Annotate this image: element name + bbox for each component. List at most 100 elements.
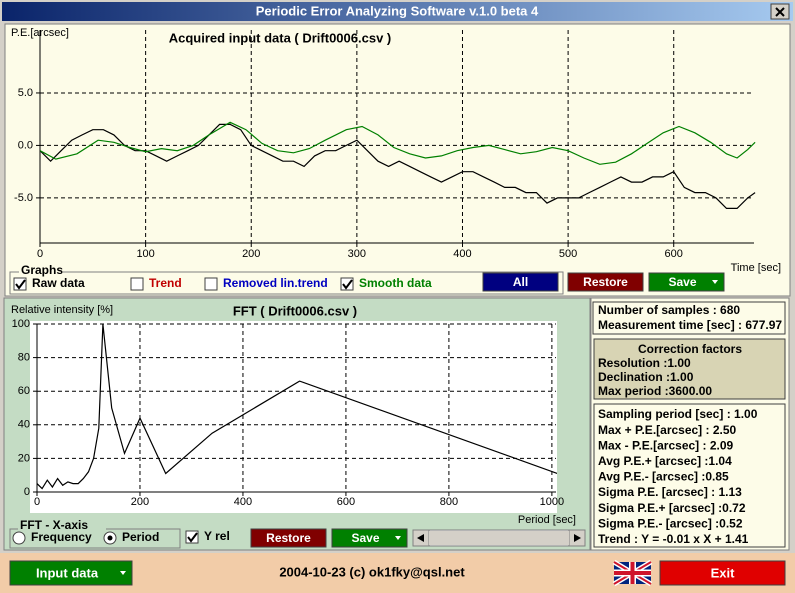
summary-box xyxy=(592,301,786,335)
y-rel-label: Y rel xyxy=(204,529,230,543)
dropdown-arrow xyxy=(120,571,126,575)
details-box xyxy=(593,403,786,548)
stat-line: Sigma P.E. [arcsec] : 1.13 xyxy=(598,485,742,499)
y-tick-label: 60 xyxy=(18,385,30,397)
group-label-bg xyxy=(18,522,106,532)
y-tick-label: 0.0 xyxy=(18,139,33,151)
button[interactable]: Exit xyxy=(659,560,786,586)
x-tick-label: 600 xyxy=(337,496,355,508)
close-button[interactable] xyxy=(770,3,790,20)
raw-data-chart: Acquired input data ( Drift0006.csv )P.E… xyxy=(11,27,781,274)
credit: 2004-10-23 (c) ok1fky@qsl.net xyxy=(279,564,465,579)
x-tick-label: 800 xyxy=(440,496,458,508)
language-flag[interactable] xyxy=(612,559,653,587)
chart-title: Acquired input data ( Drift0006.csv ) xyxy=(169,30,392,45)
stat-line: Trend : Y = -0.01 x X + 1.41 xyxy=(598,532,749,546)
button-face xyxy=(250,528,327,548)
button-face xyxy=(648,272,725,292)
checkbox[interactable]: Smooth data xyxy=(340,276,432,291)
button-face xyxy=(567,272,644,292)
checkbox-box xyxy=(204,277,218,291)
correction-box xyxy=(593,338,786,400)
button-label: Restore xyxy=(583,275,628,289)
button-label: All xyxy=(513,275,528,289)
y-tick-label: 40 xyxy=(18,419,30,431)
fft-axis-title: FFT - X-axis xyxy=(20,518,88,532)
dropdown-arrow xyxy=(395,536,401,540)
checkbox[interactable]: Removed lin.trend xyxy=(204,276,328,291)
button[interactable]: Save xyxy=(331,528,408,548)
button-label: Exit xyxy=(711,565,736,580)
button[interactable]: All xyxy=(482,272,559,292)
stat-line: Avg P.E.+ [arcsec] :1.04 xyxy=(598,454,732,468)
group-label-bg xyxy=(19,266,63,276)
stat-line: Measurement time [sec] : 677.97 xyxy=(598,318,782,332)
window-title: Periodic Error Analyzing Software v.1.0 … xyxy=(256,3,539,18)
button-face xyxy=(482,272,559,292)
x-axis-label: Time [sec] xyxy=(731,262,781,274)
button[interactable]: Input data xyxy=(9,560,133,586)
check-mark xyxy=(342,279,353,290)
y-tick-label: 20 xyxy=(18,452,30,464)
stat-line: Max + P.E.[arcsec] : 2.50 xyxy=(598,423,737,437)
button-face xyxy=(9,560,133,586)
graphs-title: Graphs xyxy=(21,263,63,277)
button[interactable]: Restore xyxy=(567,272,644,292)
button-face xyxy=(659,560,786,586)
y-tick-label: 80 xyxy=(18,352,30,364)
checkbox-label: Trend xyxy=(149,276,182,290)
x-tick-label: 100 xyxy=(136,248,154,260)
series-line xyxy=(40,123,756,209)
checkbox-box xyxy=(340,277,354,291)
x-tick-label: 400 xyxy=(453,248,471,260)
x-tick-label: 200 xyxy=(242,248,260,260)
radio-label: Period xyxy=(122,530,159,544)
radio-button[interactable]: Period xyxy=(103,530,159,545)
stat-line: Declination :1.00 xyxy=(598,370,694,384)
checkbox[interactable]: Trend xyxy=(130,276,182,291)
button-label: Save xyxy=(351,531,379,545)
y-axis-label: Relative intensity [%] xyxy=(11,304,113,316)
button-label: Input data xyxy=(36,565,99,580)
stat-line: Max - P.E.[arcsec] : 2.09 xyxy=(598,438,734,452)
x-tick-label: 300 xyxy=(348,248,366,260)
button-face xyxy=(331,528,408,548)
radio-label: Frequency xyxy=(31,530,92,544)
title-bar xyxy=(2,2,793,21)
x-tick-label: 200 xyxy=(131,496,149,508)
radio-circle xyxy=(12,531,26,545)
check-mark xyxy=(15,279,26,290)
series-line xyxy=(40,121,756,165)
chart-title: FFT ( Drift0006.csv ) xyxy=(233,303,357,318)
graphs-group xyxy=(9,271,564,295)
y-tick-label: 0 xyxy=(24,486,30,498)
button[interactable]: Save xyxy=(648,272,725,292)
checkbox[interactable]: Raw data xyxy=(13,276,85,291)
stat-line: Number of samples : 680 xyxy=(598,303,740,317)
correction-title: Correction factors xyxy=(638,342,742,356)
y-tick-label: -5.0 xyxy=(14,192,33,204)
x-axis-label: Period [sec] xyxy=(518,514,576,526)
checkbox-box xyxy=(130,277,144,291)
button-label: Save xyxy=(668,275,696,289)
checkbox-label: Removed lin.trend xyxy=(223,276,328,290)
stat-line: Resolution :1.00 xyxy=(598,356,691,370)
stat-line: Max period :3600.00 xyxy=(598,384,712,398)
fft-chart: FFT ( Drift0006.csv ) Relative intensity … xyxy=(11,303,576,525)
x-tick-label: 1000 xyxy=(540,496,564,508)
y-tick-label: 5.0 xyxy=(18,87,33,99)
radio-dot xyxy=(107,535,113,541)
stat-line: Avg P.E.- [arcsec] :0.85 xyxy=(598,470,729,484)
scrollbar[interactable] xyxy=(412,529,586,547)
x-tick-label: 0 xyxy=(37,248,43,260)
button[interactable]: Restore xyxy=(250,528,327,548)
stat-line: Sigma P.E.- [arcsec] :0.52 xyxy=(598,516,743,530)
y-rel-checkbox[interactable]: Y rel xyxy=(185,529,230,544)
dropdown-arrow xyxy=(712,280,718,284)
y-tick-label: 100 xyxy=(12,318,30,330)
top-panel xyxy=(4,23,791,297)
radio-button[interactable]: Frequency xyxy=(12,530,92,545)
series-line xyxy=(37,323,557,490)
